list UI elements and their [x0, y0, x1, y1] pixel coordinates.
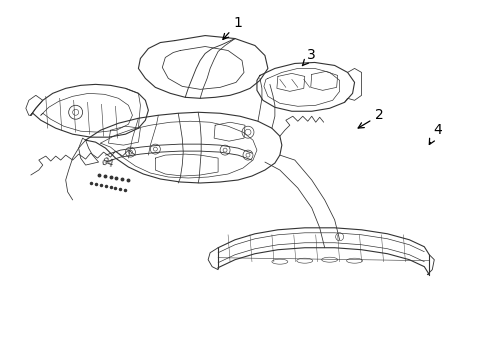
Text: 1: 1 [223, 15, 242, 40]
Text: 2: 2 [357, 108, 383, 128]
Text: $\theta$4: $\theta$4 [100, 154, 116, 170]
Text: 3: 3 [302, 49, 315, 66]
Text: 4: 4 [428, 123, 441, 144]
